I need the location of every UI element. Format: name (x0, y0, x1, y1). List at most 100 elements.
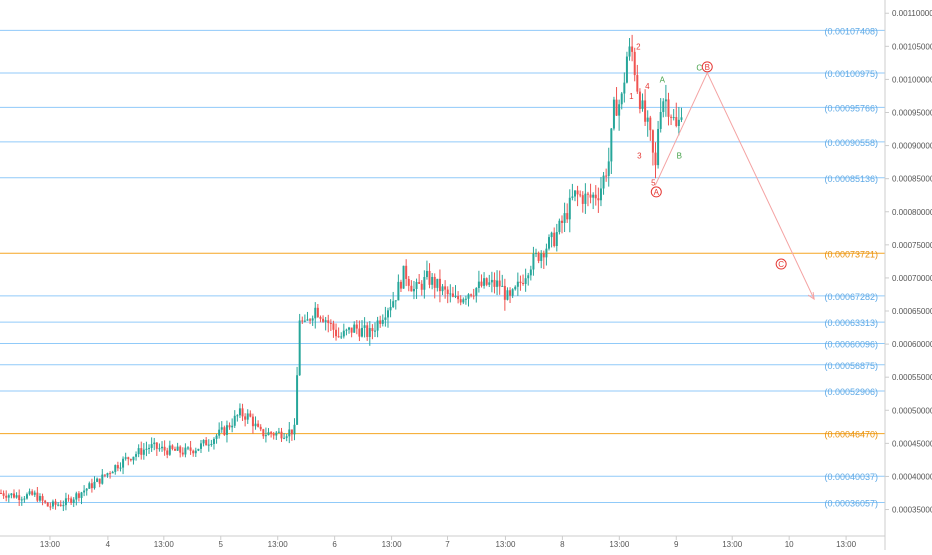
candle (599, 177, 602, 207)
candle-body (431, 276, 434, 285)
candle (503, 278, 506, 311)
candle (197, 448, 200, 452)
candle-body (33, 492, 36, 495)
candle-body (176, 446, 179, 451)
y-tick-label: 0.00090000 (892, 142, 932, 151)
candle-body (631, 46, 634, 52)
candle-body (259, 426, 262, 430)
candle-body (366, 325, 369, 337)
y-tick-label: 0.00105000 (892, 42, 932, 51)
candle (399, 279, 402, 292)
candle (316, 304, 319, 318)
candle (218, 422, 221, 439)
candle-body (553, 232, 556, 247)
candle (83, 485, 86, 497)
candle (303, 314, 306, 323)
candle (633, 47, 636, 82)
candle (477, 270, 480, 293)
candle (275, 431, 278, 441)
candle-body (493, 279, 496, 287)
candle-body (93, 481, 96, 489)
candle (264, 427, 267, 443)
candle-body (20, 499, 23, 501)
candle-body (77, 493, 80, 498)
candle-body (122, 458, 125, 468)
candle (610, 128, 613, 174)
candle-body (418, 282, 421, 284)
candle-body (319, 317, 322, 319)
candle (558, 218, 561, 235)
candle (584, 183, 587, 214)
candle (111, 470, 114, 474)
candle (270, 430, 273, 438)
candle (389, 299, 392, 318)
projection-arrowhead (807, 292, 815, 301)
candle-body (454, 295, 457, 297)
candle-body (602, 175, 605, 189)
candle (418, 274, 421, 285)
wave-circle-label: A (654, 188, 660, 197)
candle (246, 409, 249, 424)
candle-body (566, 213, 569, 220)
candle (581, 191, 584, 213)
candle (628, 38, 631, 61)
level-label: (0.00046470) (824, 430, 878, 440)
candle-body (249, 413, 252, 417)
candle-body (41, 496, 44, 501)
level-label: (0.00063313) (824, 318, 878, 328)
candle-body (477, 281, 480, 288)
candle (161, 441, 164, 452)
candle-body (140, 448, 143, 455)
candle-body (103, 474, 106, 476)
candle (124, 452, 127, 461)
candle-body (550, 232, 553, 238)
candle-body (412, 288, 415, 292)
x-tick-label: 13:00 (382, 540, 403, 549)
candle-body (335, 329, 338, 337)
level-label: (0.00107408) (824, 26, 878, 36)
candle-body (584, 193, 587, 204)
candle-body (376, 320, 379, 331)
candle (636, 64, 639, 94)
candle-body (10, 493, 13, 496)
candle-body (483, 278, 486, 286)
candle (90, 478, 93, 493)
candle-body (459, 299, 462, 303)
candle-body (57, 504, 60, 506)
candle-body (464, 298, 467, 300)
level-label: (0.00085136) (824, 174, 878, 184)
candle (171, 444, 174, 451)
candle-body (506, 290, 509, 300)
wave-label: 3 (637, 152, 642, 161)
candle (641, 93, 644, 112)
candle (38, 493, 41, 503)
candle (573, 190, 576, 202)
wave-circle-label: B (705, 63, 710, 72)
candle-body (174, 448, 177, 451)
wave-circle (775, 258, 787, 270)
candle-body (392, 301, 395, 308)
candle (332, 320, 335, 338)
candle (142, 443, 145, 460)
candle-body (636, 75, 639, 92)
level-label: (0.00073721) (824, 249, 878, 259)
candle (33, 490, 36, 497)
candle-body (161, 446, 164, 449)
candle (410, 280, 413, 292)
candle (199, 440, 202, 453)
candle-body (231, 425, 234, 428)
candle (607, 147, 610, 187)
candle-body (498, 280, 501, 287)
candle (412, 281, 415, 300)
candle-body (633, 51, 636, 76)
candle (379, 315, 382, 328)
candle (2, 490, 5, 499)
candle (667, 92, 670, 126)
candle (535, 248, 538, 258)
y-tick-label: 0.00075000 (892, 241, 932, 250)
candle (231, 418, 234, 433)
candle (59, 500, 62, 507)
candle (212, 437, 215, 450)
candle-body (337, 336, 340, 338)
